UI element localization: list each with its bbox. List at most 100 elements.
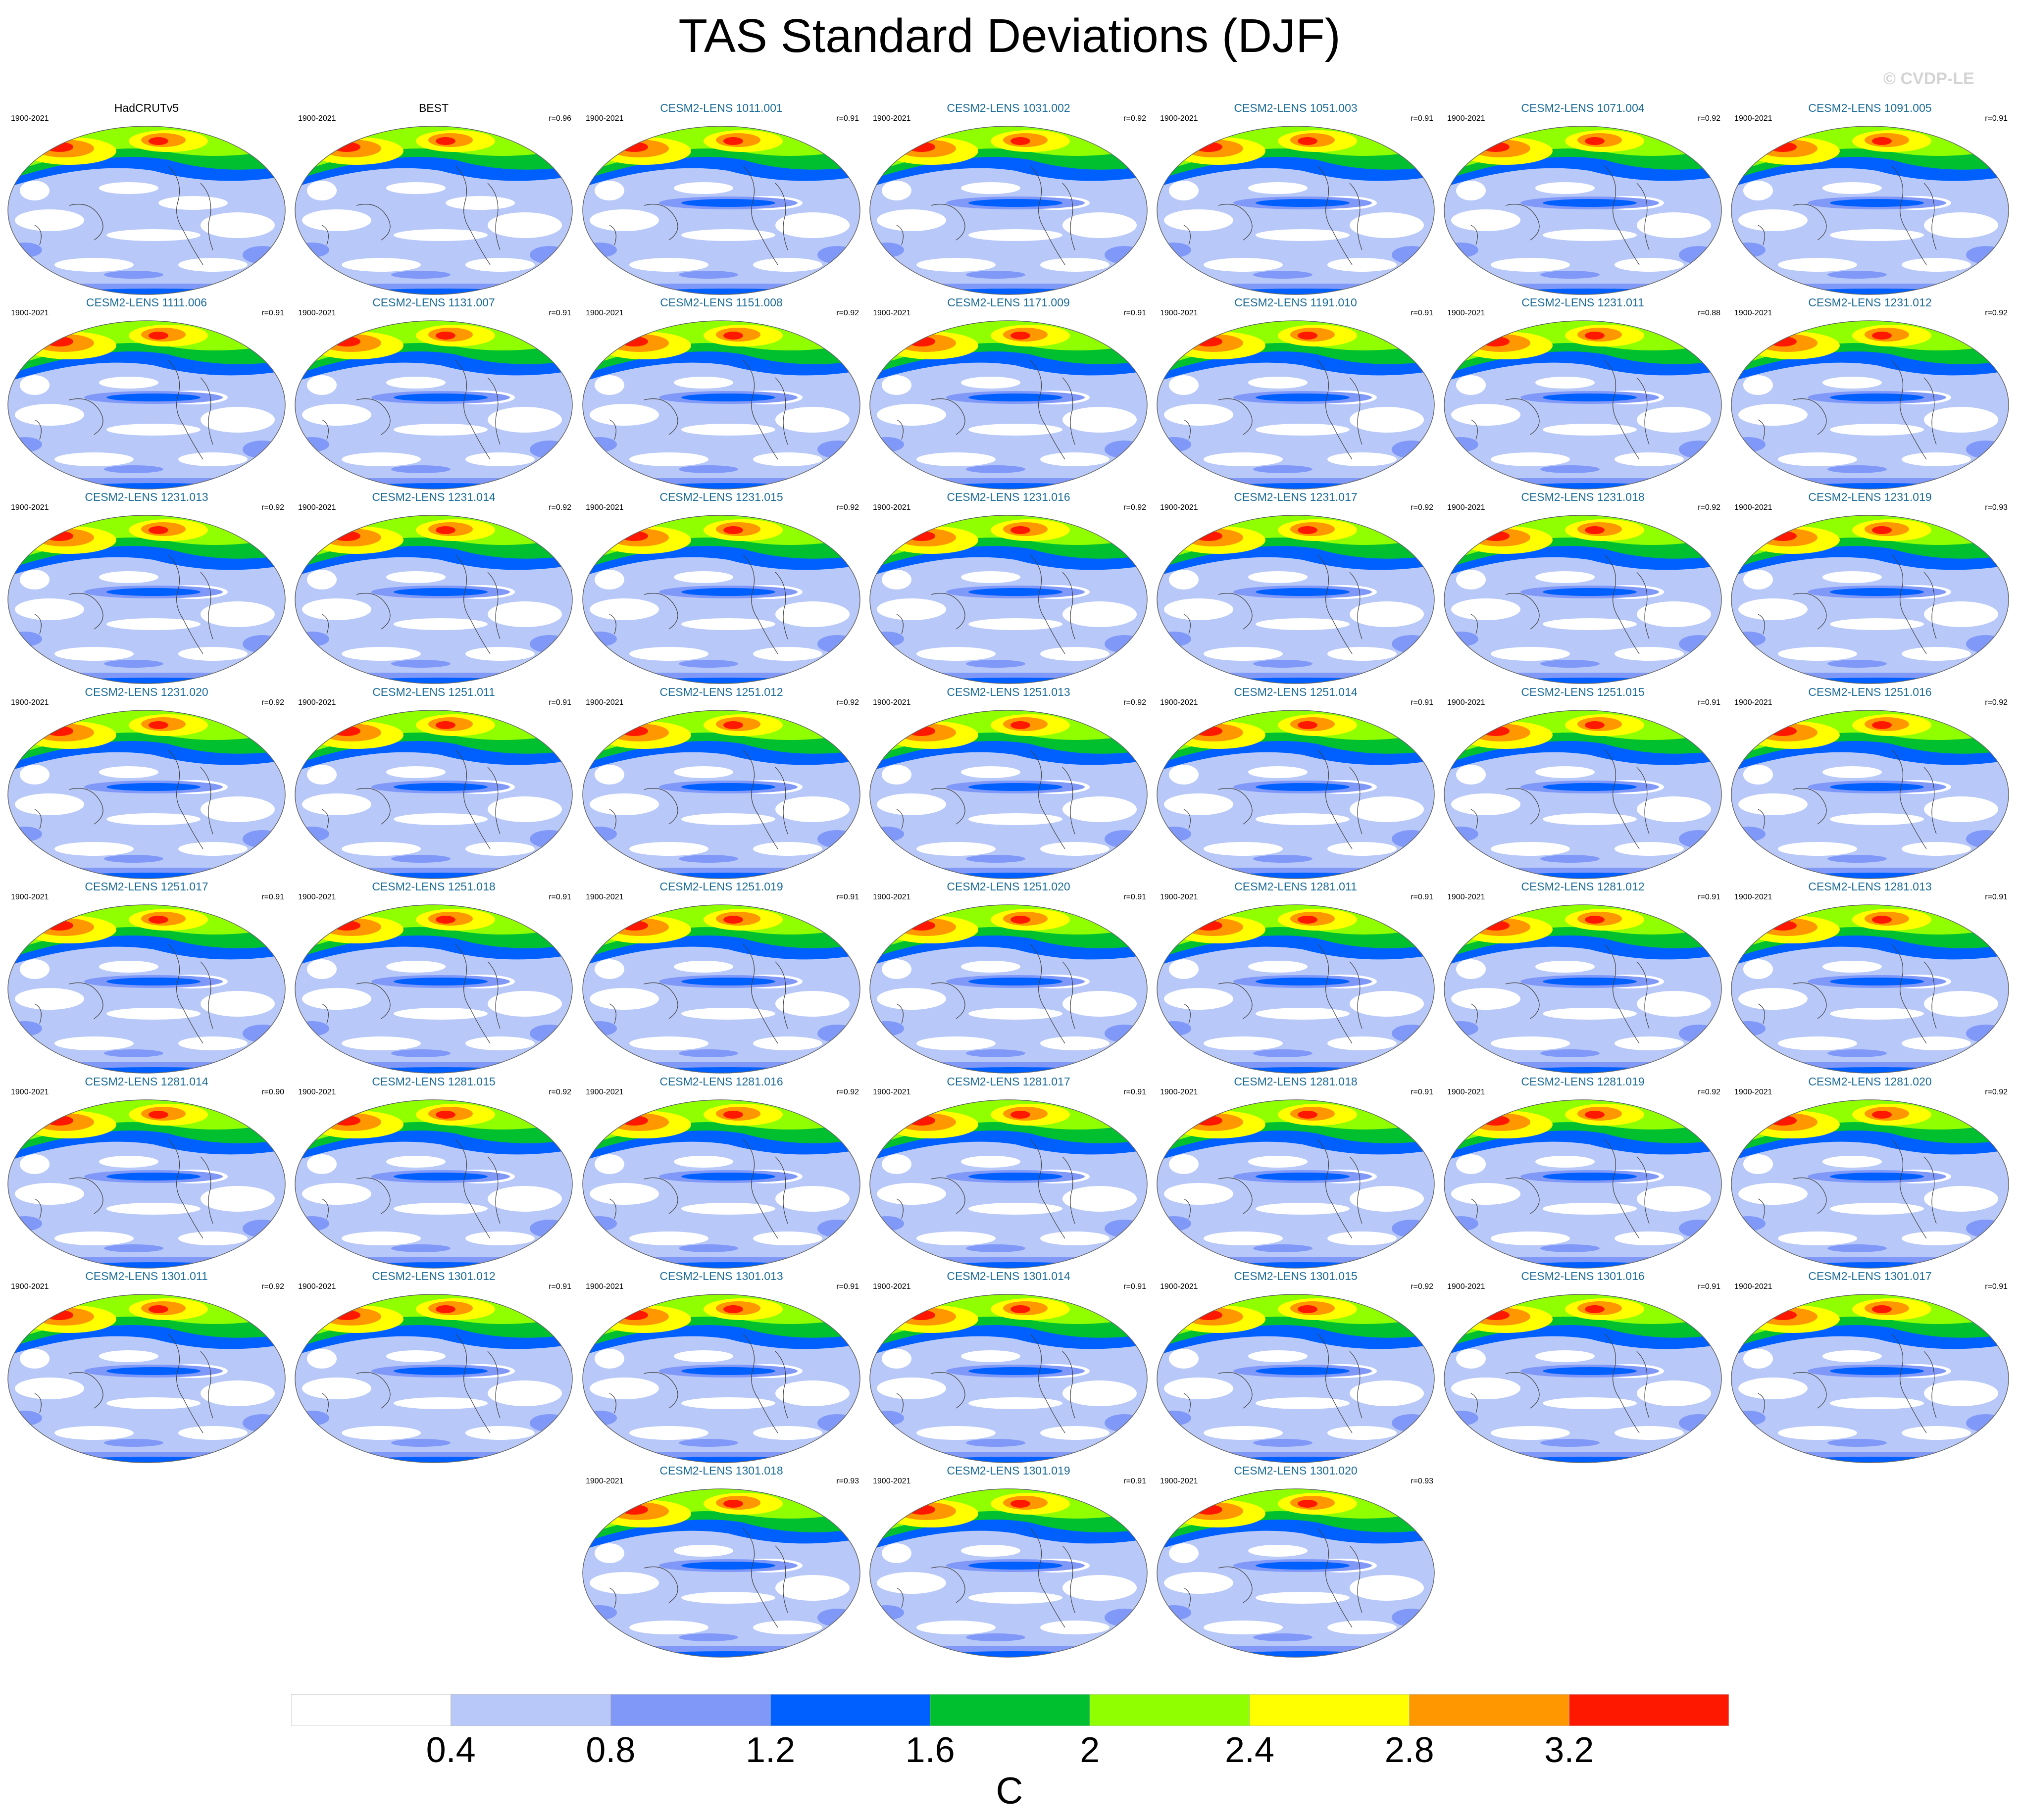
panel-period: 1900-2021 <box>1160 114 1198 123</box>
panel-period: 1900-2021 <box>1447 309 1485 317</box>
panel-correlation: r=0.93 <box>836 1477 859 1485</box>
panel-correlation: r=0.91 <box>1411 309 1433 317</box>
panel-period: 1900-2021 <box>1160 1477 1198 1485</box>
map-plot <box>869 1488 1148 1658</box>
colorbar-tick-label: 1.2 <box>745 1730 796 1770</box>
map-panel: CESM2-LENS 1281.012 1900-2021 r=0.91 <box>1441 880 1724 1074</box>
panel-correlation: r=0.91 <box>1698 698 1720 707</box>
panel-title: CESM2-LENS 1251.012 <box>659 686 783 698</box>
panel-correlation: r=0.91 <box>1123 893 1146 901</box>
panel-correlation: r=0.91 <box>836 893 859 901</box>
panel-period: 1900-2021 <box>298 503 336 512</box>
map-plot <box>1444 710 1722 879</box>
map-panel: CESM2-LENS 1251.014 1900-2021 r=0.91 <box>1154 686 1437 879</box>
panel-correlation: r=0.88 <box>1698 309 1720 317</box>
colorbar-tick-label: 0.8 <box>586 1730 636 1770</box>
panel-correlation: r=0.92 <box>1985 698 2008 707</box>
panel-period: 1900-2021 <box>586 1477 624 1485</box>
panel-title: CESM2-LENS 1301.015 <box>1234 1270 1358 1282</box>
panel-title: CESM2-LENS 1231.015 <box>659 491 783 503</box>
panel-period: 1900-2021 <box>11 503 49 512</box>
panel-title: HadCRUTv5 <box>114 101 179 114</box>
colorbar-tick-label: 2.4 <box>1224 1730 1275 1770</box>
panel-period: 1900-2021 <box>11 114 49 123</box>
map-plot <box>295 1294 573 1463</box>
panel-period: 1900-2021 <box>1734 1088 1772 1096</box>
panel-correlation: r=0.92 <box>1698 503 1720 512</box>
map-panel: CESM2-LENS 1301.011 1900-2021 r=0.92 <box>5 1270 288 1463</box>
map-plot <box>869 904 1148 1074</box>
panel-correlation: r=0.91 <box>1698 1282 1720 1291</box>
map-plot <box>1731 126 2009 295</box>
panel-correlation: r=0.91 <box>836 114 859 123</box>
panel-correlation: r=0.92 <box>1123 114 1146 123</box>
colorbar-tick-label: 2.8 <box>1384 1730 1434 1770</box>
map-plot <box>1157 710 1435 879</box>
panel-period: 1900-2021 <box>873 309 911 317</box>
panel-title: CESM2-LENS 1301.012 <box>372 1270 496 1282</box>
map-panel: CESM2-LENS 1251.017 1900-2021 r=0.91 <box>5 880 288 1074</box>
panel-title: CESM2-LENS 1301.016 <box>1521 1270 1645 1282</box>
panel-correlation: r=0.91 <box>1698 893 1720 901</box>
map-panel: CESM2-LENS 1231.016 1900-2021 r=0.92 <box>867 491 1150 684</box>
panel-title: CESM2-LENS 1281.015 <box>372 1075 496 1088</box>
panel-title: CESM2-LENS 1281.014 <box>85 1075 208 1088</box>
map-plot <box>1157 904 1435 1074</box>
panel-period: 1900-2021 <box>873 503 911 512</box>
panel-period: 1900-2021 <box>1447 1282 1485 1291</box>
panel-correlation: r=0.92 <box>1985 309 2008 317</box>
map-plot <box>1731 1099 2009 1269</box>
panel-title: CESM2-LENS 1301.011 <box>85 1270 208 1282</box>
map-plot <box>7 320 286 490</box>
panel-period: 1900-2021 <box>298 114 336 123</box>
panel-title: CESM2-LENS 1301.020 <box>1234 1464 1358 1477</box>
map-panel: CESM2-LENS 1301.019 1900-2021 r=0.91 <box>867 1464 1150 1658</box>
panel-period: 1900-2021 <box>1447 114 1485 123</box>
panel-correlation: r=0.92 <box>1411 1282 1433 1291</box>
panel-period: 1900-2021 <box>873 114 911 123</box>
panel-correlation: r=0.92 <box>836 1088 859 1096</box>
panel-correlation: r=0.91 <box>1123 1088 1146 1096</box>
map-plot <box>1731 904 2009 1074</box>
panel-title: CESM2-LENS 1301.017 <box>1808 1270 1932 1282</box>
map-plot <box>1731 710 2009 879</box>
panel-title: CESM2-LENS 1281.020 <box>1808 1075 1932 1088</box>
panel-correlation: r=0.92 <box>549 1088 571 1096</box>
panel-period: 1900-2021 <box>1447 893 1485 901</box>
panel-period: 1900-2021 <box>1160 309 1198 317</box>
panel-correlation: r=0.91 <box>549 309 571 317</box>
map-plot <box>295 710 573 879</box>
panel-title: CESM2-LENS 1251.017 <box>85 880 208 893</box>
map-panel: CESM2-LENS 1231.012 1900-2021 r=0.92 <box>1728 296 2012 490</box>
panel-correlation: r=0.92 <box>1123 503 1146 512</box>
page-title: TAS Standard Deviations (DJF) <box>678 9 1341 62</box>
panel-period: 1900-2021 <box>11 1088 49 1096</box>
panel-title: CESM2-LENS 1231.019 <box>1808 491 1932 503</box>
map-panel: CESM2-LENS 1251.016 1900-2021 r=0.92 <box>1728 686 2012 879</box>
panel-title: CESM2-LENS 1231.018 <box>1521 491 1645 503</box>
map-plot <box>7 1099 286 1269</box>
map-panel: CESM2-LENS 1231.015 1900-2021 r=0.92 <box>580 491 863 684</box>
panel-correlation: r=0.92 <box>836 698 859 707</box>
map-plot <box>869 710 1148 879</box>
map-plot <box>1731 515 2009 684</box>
panel-title: CESM2-LENS 1281.016 <box>659 1075 783 1088</box>
panel-period: 1900-2021 <box>298 698 336 707</box>
map-panel: CESM2-LENS 1281.011 1900-2021 r=0.91 <box>1154 880 1437 1074</box>
map-panel: CESM2-LENS 1191.010 1900-2021 r=0.91 <box>1154 296 1437 490</box>
map-panel: CESM2-LENS 1251.012 1900-2021 r=0.92 <box>580 686 863 879</box>
map-plot <box>295 904 573 1074</box>
panel-period: 1900-2021 <box>586 1282 624 1291</box>
panel-period: 1900-2021 <box>298 1088 336 1096</box>
map-panel: BEST 1900-2021 r=0.96 <box>292 101 575 295</box>
map-plot <box>869 126 1148 295</box>
map-panel: CESM2-LENS 1281.018 1900-2021 r=0.91 <box>1154 1075 1437 1269</box>
map-plot <box>1157 320 1435 490</box>
panel-period: 1900-2021 <box>1734 309 1772 317</box>
map-panel: CESM2-LENS 1281.015 1900-2021 r=0.92 <box>292 1075 575 1269</box>
panel-period: 1900-2021 <box>586 1088 624 1096</box>
map-panel: CESM2-LENS 1301.015 1900-2021 r=0.92 <box>1154 1270 1437 1463</box>
panel-period: 1900-2021 <box>298 309 336 317</box>
map-plot <box>582 1099 860 1269</box>
panel-title: CESM2-LENS 1251.014 <box>1234 686 1358 698</box>
